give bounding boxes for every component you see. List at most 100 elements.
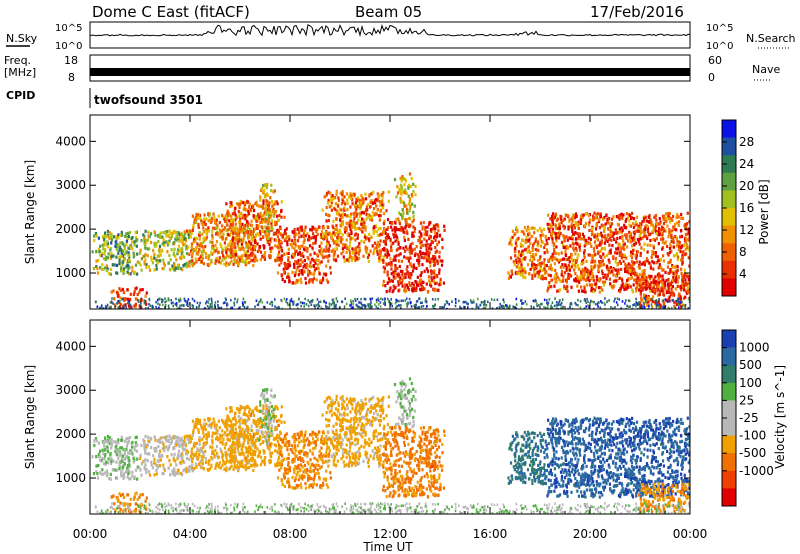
power-echo-cell <box>671 218 674 222</box>
power-echo-cell <box>405 272 408 276</box>
power-echo-cell <box>371 215 374 219</box>
power-echo-cell <box>399 246 402 250</box>
power-echo-cell <box>536 304 538 308</box>
power-echo-cell <box>322 278 325 282</box>
power-echo-cell <box>583 307 586 309</box>
velocity-echoes <box>91 377 690 514</box>
power-echo-cell <box>344 297 346 300</box>
power-echo-cell <box>608 299 610 302</box>
power-echo-cell <box>685 225 688 229</box>
power-echo-cell <box>521 268 524 273</box>
power-echo-cell <box>572 242 575 246</box>
power-echo-cell <box>540 229 543 233</box>
power-echo-cell <box>429 228 432 232</box>
power-echo-cell <box>134 263 138 267</box>
power-echo-cell <box>115 248 118 252</box>
power-echo-cell <box>658 307 660 309</box>
power-echo-cell <box>328 244 331 248</box>
power-echo-cell <box>198 247 201 251</box>
power-echo-cell <box>407 271 410 276</box>
power-echo-cell <box>219 235 222 239</box>
power-echo-cell <box>205 236 208 240</box>
power-echo-cell <box>667 306 670 309</box>
power-echo-cell <box>270 250 273 254</box>
power-echo-cell <box>164 231 167 235</box>
power-echo-cell <box>416 253 419 257</box>
power-echo-cell <box>115 263 119 267</box>
power-echo-cell <box>674 265 677 269</box>
power-echo-cell <box>650 223 653 227</box>
power-echoes <box>91 172 690 309</box>
power-echo-cell <box>403 288 406 292</box>
power-echo-cell <box>371 201 374 205</box>
power-echo-cell <box>612 215 615 219</box>
power-echo-cell <box>560 271 564 275</box>
power-echo-cell <box>144 294 147 298</box>
power-echo-cell <box>684 304 687 307</box>
power-echo-cell <box>324 249 327 253</box>
power-echo-cell <box>200 221 203 225</box>
power-echo-cell <box>440 263 444 267</box>
velocity-echo-cell <box>134 468 138 472</box>
power-echo-cell <box>290 299 292 302</box>
power-echo-cell <box>169 231 172 235</box>
power-echo-cell <box>347 259 351 263</box>
power-echo-cell <box>411 269 415 273</box>
power-echo-cell <box>339 218 342 222</box>
power-echo-cell <box>343 305 346 308</box>
power-echo-cell <box>269 246 272 250</box>
power-echo-cell <box>350 223 353 227</box>
power-echo-cell <box>288 276 291 280</box>
velocity-echo-cell <box>110 459 113 464</box>
power-echo-cell <box>633 303 636 306</box>
power-echo-cell <box>687 238 690 242</box>
power-echo-cell <box>682 275 685 279</box>
power-echo-cell <box>650 220 653 224</box>
power-echo-cell <box>400 299 403 303</box>
power-echo-cell <box>382 283 385 287</box>
power-echo-cell <box>398 264 401 269</box>
velocity-echo-cell <box>99 471 102 475</box>
power-echo-cell <box>233 301 235 304</box>
power-echo-cell <box>112 235 116 239</box>
power-echo-cell <box>252 229 255 233</box>
power-echo-cell <box>110 241 113 245</box>
power-echo-cell <box>102 307 104 309</box>
power-echo-cell <box>397 283 400 287</box>
power-echo-cell <box>560 303 562 306</box>
power-echo-cell <box>208 298 210 301</box>
power-echo-cell <box>125 251 128 255</box>
power-echo-cell <box>198 237 201 241</box>
power-echo-cell <box>186 301 189 305</box>
power-echo-cell <box>346 208 349 212</box>
power-echo-cell <box>367 259 370 263</box>
power-echo-cell <box>131 265 134 269</box>
power-echo-cell <box>121 307 123 309</box>
power-echo-cell <box>180 307 182 309</box>
velocity-echo-cell <box>131 474 134 478</box>
power-echo-cell <box>413 253 416 257</box>
power-echo-cell <box>286 301 289 305</box>
power-echo-cell <box>229 205 232 209</box>
power-echo-cell <box>428 234 431 238</box>
power-echo-cell <box>382 260 385 264</box>
power-echo-cell <box>664 270 667 275</box>
power-echo-cell <box>643 228 646 232</box>
power-echo-cell <box>414 252 417 256</box>
power-echo-cell <box>621 228 624 232</box>
power-echo-cell <box>259 215 262 219</box>
power-echo-cell <box>404 272 407 276</box>
power-echo-cell <box>343 213 346 217</box>
power-echo-cell <box>121 253 124 257</box>
power-echo-cell <box>675 228 678 232</box>
power-echo-cell <box>322 249 326 253</box>
power-echo-cell <box>123 304 125 308</box>
power-echo-cell <box>192 226 195 230</box>
power-echo-cell <box>547 226 550 230</box>
power-echo-cell <box>578 245 581 249</box>
power-echo-cell <box>668 217 671 221</box>
power-echo-cell <box>404 226 407 230</box>
power-echo-cell <box>556 304 559 307</box>
power-echo-cell <box>293 247 296 251</box>
power-echo-cell <box>560 269 564 273</box>
